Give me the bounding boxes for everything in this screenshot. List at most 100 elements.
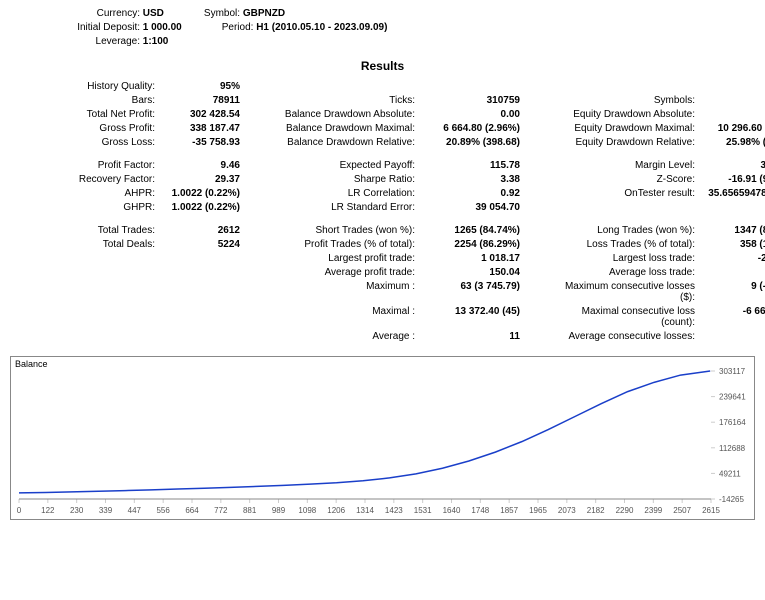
stat-label: LR Correlation:: [270, 188, 415, 199]
svg-text:1857: 1857: [500, 506, 518, 515]
stat-value: -35 758.93: [155, 137, 240, 148]
stat-value: 2254 (86.29%): [415, 239, 520, 250]
svg-text:556: 556: [156, 506, 170, 515]
currency-label: Currency:: [70, 8, 140, 19]
stat-label: Margin Level:: [550, 160, 695, 171]
stat-label: [10, 267, 155, 278]
stat-label: Balance Drawdown Absolute:: [270, 109, 415, 120]
stat-value: 2612: [155, 225, 240, 236]
svg-text:-14265: -14265: [719, 495, 744, 504]
stat-label: Average :: [270, 331, 415, 342]
svg-text:230: 230: [70, 506, 84, 515]
stat-label: [10, 331, 155, 342]
stat-value: 1 018.17: [415, 253, 520, 264]
currency-value: USD: [143, 8, 164, 19]
svg-text:447: 447: [128, 506, 142, 515]
stat-label: [10, 306, 155, 328]
stat-label: Equity Drawdown Relative:: [550, 137, 695, 148]
stat-label: Total Net Profit:: [10, 109, 155, 120]
stat-label: Profit Factor:: [10, 160, 155, 171]
svg-text:881: 881: [243, 506, 257, 515]
svg-text:2290: 2290: [616, 506, 634, 515]
stat-label: History Quality:: [10, 81, 155, 92]
stat-value: [155, 267, 240, 278]
results-grid: History Quality:95%Bars:78911Ticks:31075…: [10, 81, 755, 342]
stat-value: 35.65659478642246: [695, 188, 765, 199]
svg-text:339: 339: [99, 506, 113, 515]
stat-label: Largest loss trade:: [550, 253, 695, 264]
stat-value: 20.89% (398.68): [415, 137, 520, 148]
stat-label: OnTester result:: [550, 188, 695, 199]
results-title: Results: [10, 59, 755, 73]
stat-value: 9 (-259.53): [695, 281, 765, 303]
stat-value: 3.38: [415, 174, 520, 185]
stat-value: 332.14%: [695, 160, 765, 171]
stat-label: GHPR:: [10, 202, 155, 213]
stat-value: [695, 202, 765, 213]
stat-value: 338 187.47: [155, 123, 240, 134]
stat-label: Short Trades (won %):: [270, 225, 415, 236]
svg-text:1423: 1423: [385, 506, 403, 515]
period-label: Period:: [222, 22, 254, 33]
svg-text:239641: 239641: [719, 393, 746, 402]
stat-value: 1265 (84.74%): [415, 225, 520, 236]
stat-label: Equity Drawdown Maximal:: [550, 123, 695, 134]
svg-text:112688: 112688: [719, 444, 746, 453]
stat-label: Sharpe Ratio:: [270, 174, 415, 185]
stat-label: Balance Drawdown Maximal:: [270, 123, 415, 134]
stat-value: 48.83: [695, 109, 765, 120]
stat-label: AHPR:: [10, 188, 155, 199]
stat-label: Z-Score:: [550, 174, 695, 185]
stat-label: Total Trades:: [10, 225, 155, 236]
svg-text:989: 989: [272, 506, 286, 515]
stat-label: Balance Drawdown Relative:: [270, 137, 415, 148]
report-header: Currency: USD Symbol: GBPNZD Initial Dep…: [70, 8, 755, 47]
stat-label: Expected Payoff:: [270, 160, 415, 171]
stat-value: 11: [415, 331, 520, 342]
stat-value: [155, 306, 240, 328]
stat-value: 1.0022 (0.22%): [155, 188, 240, 199]
stat-label: Average loss trade:: [550, 267, 695, 278]
svg-text:2615: 2615: [702, 506, 720, 515]
stat-value: 10 296.60 (4.45%): [695, 123, 765, 134]
stat-label: Loss Trades (% of total):: [550, 239, 695, 250]
svg-text:49211: 49211: [719, 469, 741, 478]
stat-label: Gross Profit:: [10, 123, 155, 134]
stat-value: 1.0022 (0.22%): [155, 202, 240, 213]
svg-text:2073: 2073: [558, 506, 576, 515]
stat-label: Bars:: [10, 95, 155, 106]
svg-text:122: 122: [41, 506, 55, 515]
svg-text:1098: 1098: [298, 506, 316, 515]
stat-value: 302 428.54: [155, 109, 240, 120]
stat-value: -16.91 (99.74%): [695, 174, 765, 185]
stat-value: 115.78: [415, 160, 520, 171]
stat-label: LR Standard Error:: [270, 202, 415, 213]
svg-text:1748: 1748: [471, 506, 489, 515]
stat-label: [550, 81, 695, 92]
stat-value: -2 390.15: [695, 253, 765, 264]
stat-value: 13 372.40 (45): [415, 306, 520, 328]
deposit-value: 1 000.00: [143, 22, 182, 33]
stat-label: [10, 281, 155, 303]
deposit-label: Initial Deposit:: [70, 22, 140, 33]
stat-label: [270, 81, 415, 92]
leverage-label: Leverage:: [70, 36, 140, 47]
leverage-value: 1:100: [143, 36, 169, 47]
svg-text:0: 0: [17, 506, 22, 515]
stat-label: Average profit trade:: [270, 267, 415, 278]
svg-text:772: 772: [214, 506, 228, 515]
stat-label: Symbols:: [550, 95, 695, 106]
svg-text:2399: 2399: [644, 506, 662, 515]
stat-value: 150.04: [415, 267, 520, 278]
balance-chart: Balance 30311723964117616411268849211-14…: [10, 356, 755, 520]
stat-value: 6 664.80 (2.96%): [415, 123, 520, 134]
stat-value: 95%: [155, 81, 240, 92]
stat-value: 310759: [415, 95, 520, 106]
stat-value: 0.00: [415, 109, 520, 120]
stat-label: Equity Drawdown Absolute:: [550, 109, 695, 120]
stat-label: [550, 202, 695, 213]
stat-value: 25.98% (495.24): [695, 137, 765, 148]
svg-text:1314: 1314: [356, 506, 374, 515]
chart-title: Balance: [15, 359, 48, 369]
stat-value: 1: [695, 95, 765, 106]
